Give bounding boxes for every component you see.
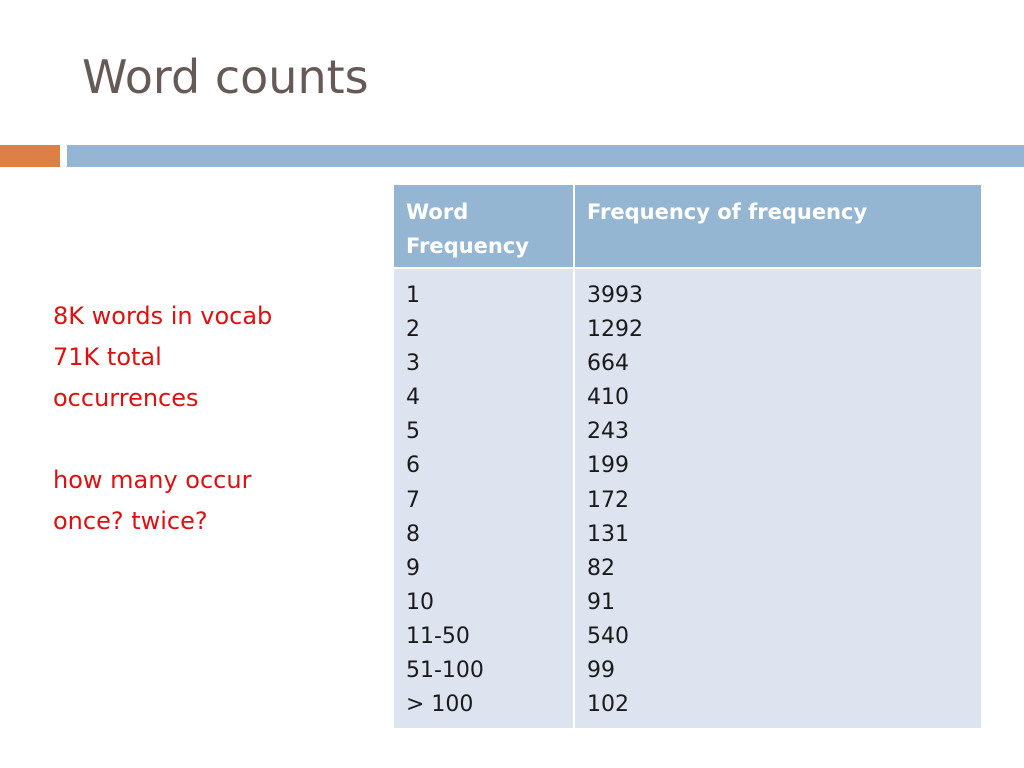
freq-of-freq-cell: 1292 (587, 317, 643, 343)
word-frequency-cell: 10 (406, 589, 434, 615)
header-word-frequency: Word Frequency (392, 183, 575, 269)
frequency-table: Word Frequency Frequency of frequency 1 … (392, 183, 983, 731)
freq-of-freq-cell: 199 (587, 453, 629, 479)
word-frequency-column: 1 2 3 4 5 6 7 8 9 10 11-50 51-100 > 100 (392, 266, 575, 731)
slide-title: Word counts (82, 50, 369, 104)
word-frequency-cell: 1 (406, 283, 420, 308)
freq-of-freq-cell: 99 (587, 658, 615, 684)
table-row: 1 2 3 4 5 6 7 8 9 10 11-50 51-100 > 100 … (392, 266, 983, 731)
freq-of-freq-cell: 91 (587, 589, 615, 615)
word-frequency-cell: > 100 (406, 692, 474, 718)
header-text: Frequency (406, 234, 529, 258)
freq-of-freq-column: 3993 1292 664 410 243 199 172 131 82 91 … (573, 266, 983, 731)
note-line: 8K words in vocab (53, 302, 273, 330)
word-frequency-cell: 6 (406, 453, 420, 479)
note-line: occurrences (53, 384, 199, 412)
freq-of-freq-cell: 131 (587, 521, 629, 547)
freq-of-freq-cell: 82 (587, 555, 615, 581)
word-frequency-cell: 9 (406, 555, 420, 581)
word-frequency-cell: 51-100 (406, 658, 484, 684)
word-frequency-cell: 4 (406, 385, 420, 411)
table-header-row: Word Frequency Frequency of frequency (392, 183, 983, 269)
note-spacer (53, 419, 353, 460)
freq-of-freq-cell: 540 (587, 623, 629, 649)
word-frequency-cell: 5 (406, 419, 420, 445)
freq-of-freq-cell: 410 (587, 385, 629, 411)
freq-of-freq-cell: 172 (587, 487, 629, 513)
accent-bar-blue (67, 145, 1024, 167)
word-frequency-cell: 11-50 (406, 623, 470, 649)
freq-of-freq-cell: 3993 (587, 283, 643, 308)
freq-of-freq-cell: 664 (587, 351, 629, 377)
word-frequency-cell: 7 (406, 487, 420, 513)
header-frequency-of-frequency: Frequency of frequency (573, 183, 983, 269)
header-text: Frequency of frequency (587, 200, 868, 224)
note-line: 71K total (53, 343, 162, 371)
note-line: once? twice? (53, 507, 208, 535)
accent-bar-orange (0, 145, 60, 167)
side-notes: 8K words in vocab 71K total occurrences … (53, 296, 353, 542)
word-frequency-cell: 3 (406, 351, 420, 377)
word-frequency-cell: 2 (406, 317, 420, 343)
freq-of-freq-cell: 102 (587, 692, 629, 718)
freq-of-freq-cell: 243 (587, 419, 629, 445)
header-text: Word (406, 200, 469, 224)
note-line: how many occur (53, 466, 252, 494)
word-frequency-cell: 8 (406, 521, 420, 547)
